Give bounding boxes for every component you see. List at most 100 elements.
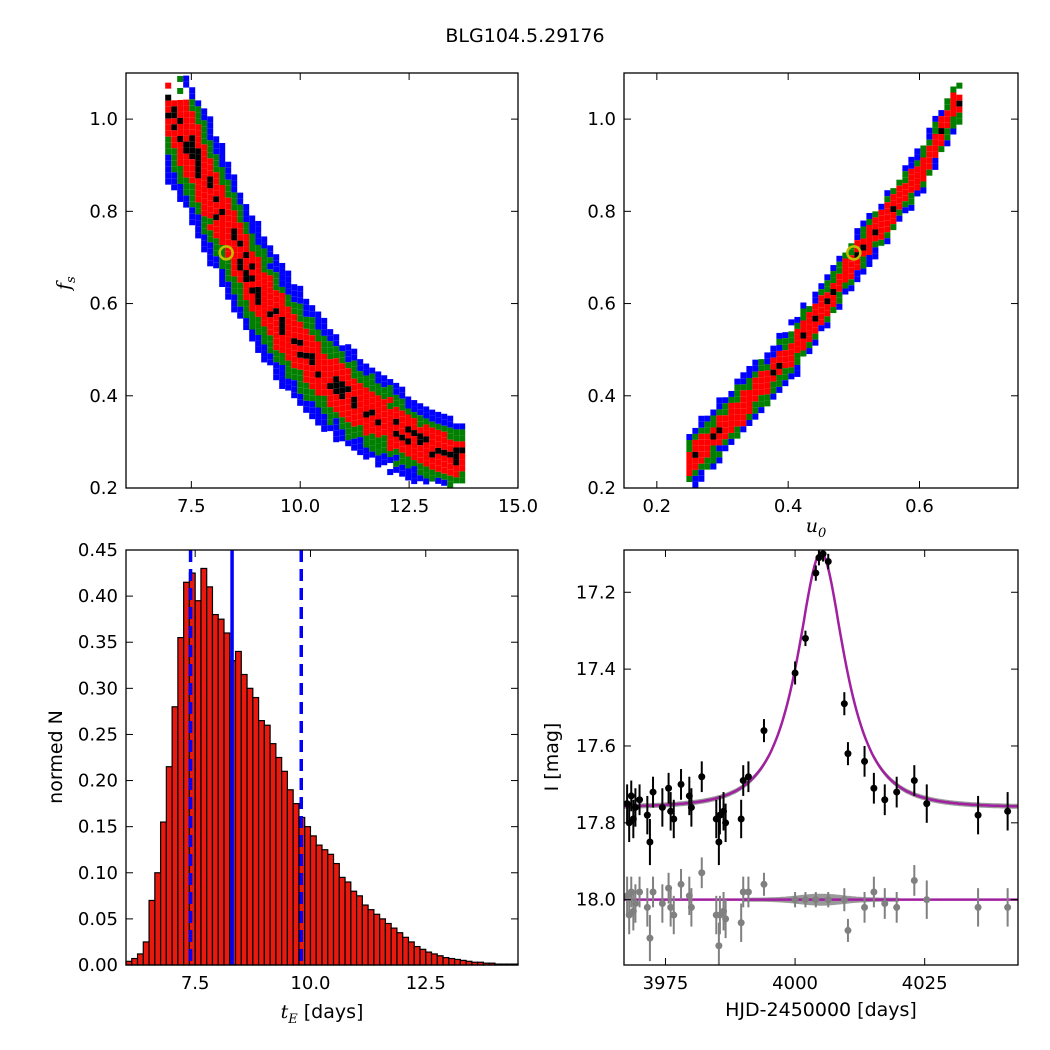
x-tick-label: 0.2 [643, 496, 672, 517]
posterior-cell [698, 439, 705, 446]
posterior-cell [866, 260, 873, 267]
posterior-cell [818, 301, 825, 308]
plot-frame [125, 72, 519, 489]
posterior-cell [195, 232, 202, 239]
posterior-cell [872, 223, 879, 230]
posterior-cell [213, 232, 220, 239]
histogram-bar [246, 687, 254, 966]
posterior-cell [393, 442, 400, 449]
data-point [893, 788, 901, 796]
posterior-cell [249, 335, 256, 342]
posterior-cell [944, 134, 951, 141]
posterior-cell [273, 266, 280, 273]
residuals-point [870, 888, 878, 896]
posterior-cell [860, 250, 867, 257]
data-point [658, 803, 666, 811]
posterior-cell [297, 303, 304, 310]
best-fit-marker [846, 245, 862, 261]
posterior-cell [686, 464, 693, 471]
posterior-cell [279, 322, 286, 329]
posterior-cell [746, 365, 753, 372]
posterior-cell [459, 453, 466, 460]
posterior-cell [692, 445, 699, 452]
histogram-bar [286, 789, 294, 966]
y-tick-label: 17.6 [576, 736, 616, 757]
posterior-cell [321, 371, 328, 378]
model-curve [624, 551, 1018, 808]
posterior-cell [339, 411, 346, 418]
posterior-cell [231, 300, 238, 307]
posterior-cell [459, 459, 466, 466]
posterior-cell [291, 314, 298, 321]
posterior-cell [692, 463, 699, 470]
posterior-cell [267, 317, 274, 324]
posterior-cell [770, 381, 777, 388]
posterior-cell [213, 262, 220, 269]
posterior-cell [195, 208, 202, 215]
posterior-cell [225, 161, 232, 168]
posterior-cell [345, 434, 352, 441]
posterior-cell [285, 378, 292, 385]
posterior-cell [333, 364, 340, 371]
data-point [667, 807, 675, 815]
posterior-cell [920, 145, 927, 152]
posterior-cell [243, 306, 250, 313]
posterior-cell [207, 224, 214, 231]
posterior-cell [333, 358, 340, 365]
posterior-cell [321, 395, 328, 402]
posterior-cell [698, 469, 705, 476]
posterior-cell [273, 356, 280, 363]
posterior-cell [381, 453, 388, 460]
y-tick-label: 0.15 [78, 817, 118, 838]
posterior-cell [279, 268, 286, 275]
posterior-cell [303, 370, 310, 377]
posterior-cell [345, 368, 352, 375]
posterior-cell [710, 445, 717, 452]
posterior-cell [878, 239, 885, 246]
posterior-cell [225, 203, 232, 210]
posterior-cell [884, 208, 891, 215]
posterior-cell [381, 411, 388, 418]
posterior-cell [441, 455, 448, 462]
posterior-cell [423, 466, 430, 473]
posterior-cell [698, 421, 705, 428]
posterior-cell [237, 252, 244, 259]
posterior-cell [686, 476, 693, 483]
residuals-point [667, 903, 675, 911]
posterior-cell [213, 220, 220, 227]
posterior-cell [339, 417, 346, 424]
posterior-cell [740, 384, 747, 391]
posterior-cell [303, 376, 310, 383]
posterior-cell [333, 406, 340, 413]
posterior-cell [710, 451, 717, 458]
posterior-cell [237, 288, 244, 295]
posterior-cell [435, 417, 442, 424]
posterior-cell [315, 353, 322, 360]
posterior-cell [279, 334, 286, 341]
data-point [870, 784, 878, 792]
residuals-point [649, 888, 657, 896]
posterior-cell [764, 352, 771, 359]
posterior-cell [375, 425, 382, 432]
posterior-cell [363, 423, 370, 430]
posterior-cell [225, 173, 232, 180]
posterior-cell [339, 369, 346, 376]
posterior-cell [171, 118, 178, 125]
posterior-cell [770, 363, 777, 370]
posterior-cell [273, 314, 280, 321]
posterior-cell [417, 451, 424, 458]
posterior-cell [429, 445, 436, 452]
posterior-cell [746, 383, 753, 390]
posterior-cell [812, 303, 819, 310]
histogram-bar [200, 567, 208, 966]
posterior-cell [375, 455, 382, 462]
posterior-cell [393, 460, 400, 467]
posterior-cell [405, 414, 412, 421]
posterior-cell [387, 439, 394, 446]
posterior-cell [267, 257, 274, 264]
posterior-cell [740, 426, 747, 433]
posterior-cell [321, 329, 328, 336]
posterior-cell [375, 377, 382, 384]
posterior-cell [932, 139, 939, 146]
posterior-cell [225, 233, 232, 240]
